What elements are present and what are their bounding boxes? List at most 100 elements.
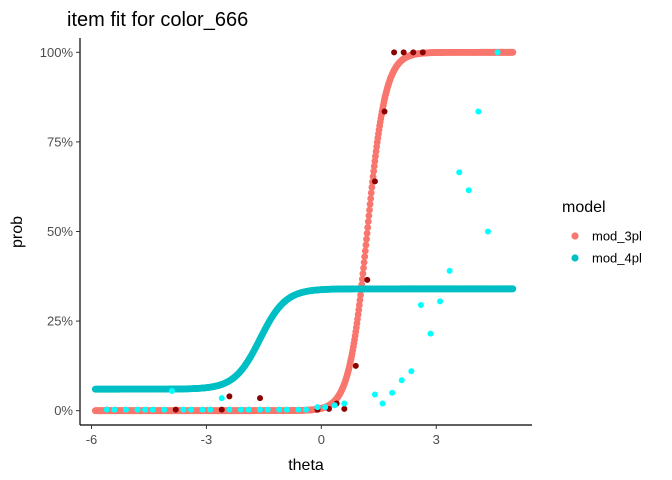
observed-point	[419, 49, 426, 56]
observed-point	[446, 267, 453, 274]
y-tick-label: 0%	[54, 403, 73, 418]
observed-point	[379, 400, 386, 407]
observed-points-1	[103, 49, 426, 413]
observed-point	[322, 404, 329, 411]
observed-point	[295, 406, 302, 413]
observed-point	[168, 387, 175, 394]
observed-point	[111, 406, 118, 413]
observed-point	[408, 368, 415, 375]
observed-point	[456, 169, 463, 176]
x-axis-title: theta	[288, 457, 324, 474]
observed-point	[494, 49, 501, 56]
observed-point	[142, 406, 149, 413]
observed-point	[364, 276, 371, 283]
observed-point	[188, 406, 195, 413]
mod_3pl-curve-point	[370, 162, 378, 170]
mod_3pl-curve-point	[368, 183, 376, 191]
mod_4pl-curve-point	[509, 285, 517, 293]
x-tick-label: 3	[433, 432, 440, 447]
mod_3pl-curve-point	[362, 241, 370, 249]
y-tick-label: 25%	[47, 314, 73, 329]
observed-point	[331, 402, 338, 409]
observed-point	[381, 108, 388, 115]
observed-point	[226, 393, 233, 400]
legend-label-mod_4pl: mod_4pl	[592, 251, 642, 266]
observed-point	[341, 405, 348, 412]
mod_3pl-curve-point	[355, 301, 363, 309]
mod_3pl-curve-point	[367, 195, 375, 202]
observed-points-2	[103, 49, 501, 413]
legend-key-mod_4pl	[571, 254, 579, 262]
legend-label-mod_3pl: mod_3pl	[592, 229, 642, 244]
observed-point	[371, 178, 378, 185]
observed-point	[427, 330, 434, 337]
mod_3pl-curve-point	[509, 48, 517, 56]
observed-point	[276, 406, 283, 413]
y-axis: 0% 25% 50% 75% 100%	[40, 45, 80, 418]
observed-point	[283, 406, 290, 413]
observed-point	[161, 406, 168, 413]
mod_3pl-curve-point	[357, 291, 364, 299]
observed-point	[257, 395, 264, 402]
observed-point	[465, 187, 472, 194]
observed-point	[180, 406, 187, 413]
observed-point	[314, 404, 321, 411]
observed-point	[134, 406, 141, 413]
legend-title: model	[562, 199, 606, 216]
observed-point	[218, 406, 225, 413]
legend-key-mod_3pl	[571, 232, 579, 240]
x-tick-label: -3	[201, 432, 213, 447]
observed-point	[226, 406, 233, 413]
legend-entries: mod_3pl mod_4pl	[571, 229, 642, 266]
y-tick-label: 75%	[47, 134, 73, 149]
observed-point	[400, 49, 407, 56]
series-mod_4pl	[91, 285, 517, 393]
y-axis-title: prob	[9, 216, 26, 248]
observed-point	[303, 406, 309, 413]
mod_3pl-curve-point	[364, 224, 372, 231]
mod_3pl-curve-point	[363, 235, 370, 243]
observed-point	[237, 406, 244, 413]
observed-point	[437, 298, 444, 305]
observed-point	[122, 406, 129, 413]
observed-point	[199, 406, 206, 413]
mod_3pl-curve-point	[369, 173, 377, 180]
observed-point	[245, 406, 252, 413]
observed-point	[371, 391, 378, 398]
observed-point	[484, 228, 491, 235]
observed-point	[391, 49, 398, 56]
mod_3pl-curve-point	[361, 253, 369, 261]
y-tick-label: 50%	[47, 224, 73, 239]
x-axis: -6 -3 0 3	[86, 425, 440, 447]
mod_3pl-curve-point	[366, 206, 373, 214]
mod_3pl-curve-point	[359, 270, 367, 277]
y-tick-label: 100%	[40, 45, 74, 60]
series-mod_3pl	[91, 48, 517, 415]
mod_3pl-curve-point	[370, 167, 378, 175]
mod_3pl-curve-point	[367, 189, 375, 197]
observed-point	[103, 406, 110, 413]
observed-point	[398, 377, 405, 384]
observed-point	[352, 362, 359, 369]
observed-point	[172, 406, 179, 413]
mod_3pl-curve-point	[356, 296, 364, 304]
observed-point	[417, 301, 424, 308]
mod_3pl-curve-point	[364, 218, 372, 226]
x-tick-label: -6	[86, 432, 98, 447]
observed-point	[149, 406, 156, 413]
observed-point	[389, 389, 396, 396]
mod_3pl-curve-point	[365, 212, 373, 220]
observed-point	[257, 406, 264, 413]
mod_3pl-curve-point	[361, 247, 369, 255]
observed-point	[207, 406, 214, 413]
plot-area	[91, 48, 517, 415]
mod_3pl-curve-point	[360, 264, 367, 272]
legend: model mod_3pl mod_4pl	[562, 199, 642, 266]
observed-point	[410, 49, 417, 56]
observed-point	[475, 108, 482, 115]
observed-point	[341, 400, 348, 407]
x-tick-label: 0	[318, 432, 325, 447]
mod_3pl-curve-point	[366, 200, 374, 208]
chart-title: item fit for color_666	[67, 9, 248, 31]
